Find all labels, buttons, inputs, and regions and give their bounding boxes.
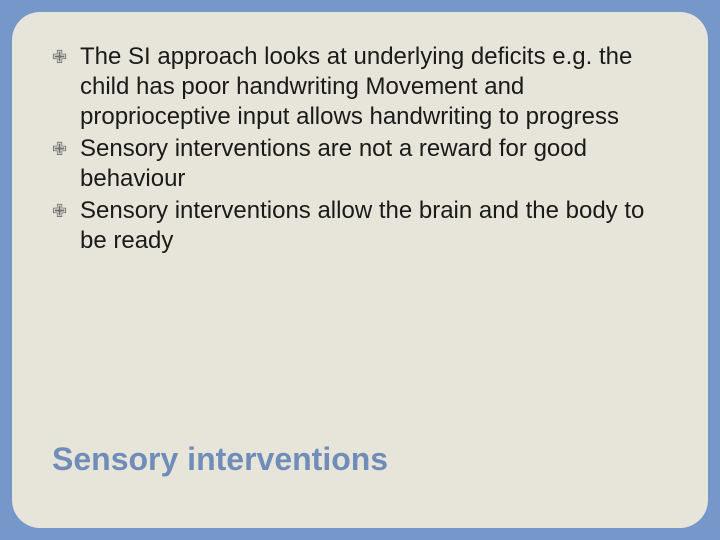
bullet-text: The SI approach looks at underlying defi… xyxy=(80,43,632,130)
list-item: ✙ Sensory interventions are not a reward… xyxy=(52,134,668,194)
list-item: ✙ The SI approach looks at underlying de… xyxy=(52,42,668,132)
bullet-icon: ✙ xyxy=(52,46,67,69)
slide-title: Sensory interventions xyxy=(52,441,668,498)
list-item: ✙ Sensory interventions allow the brain … xyxy=(52,196,668,256)
bullet-icon: ✙ xyxy=(52,200,67,223)
slide-container: ✙ The SI approach looks at underlying de… xyxy=(12,12,708,528)
slide-body: ✙ The SI approach looks at underlying de… xyxy=(52,42,668,441)
bullet-icon: ✙ xyxy=(52,138,67,161)
bullet-text: Sensory interventions are not a reward f… xyxy=(80,135,587,192)
bullet-text: Sensory interventions allow the brain an… xyxy=(80,197,644,254)
